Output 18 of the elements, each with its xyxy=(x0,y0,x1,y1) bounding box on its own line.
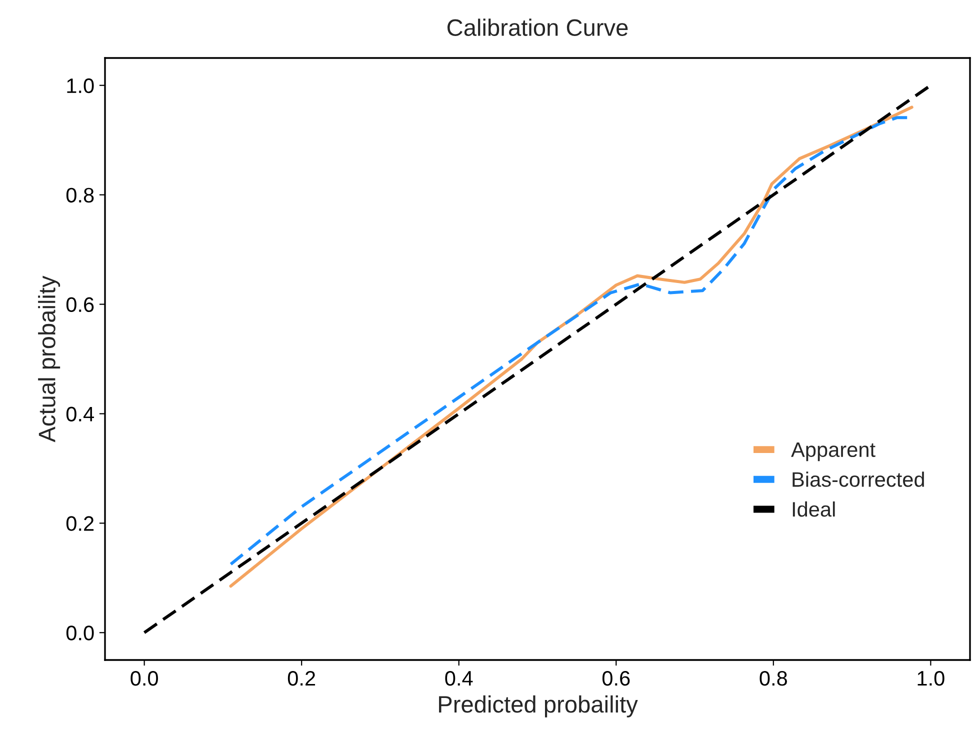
y-axis-title: Actual probaility xyxy=(38,276,60,442)
x-tick-label: 0.4 xyxy=(445,670,473,686)
x-tick-label: 1.0 xyxy=(918,670,944,686)
legend-label: Bias-corrected xyxy=(792,472,924,487)
legend-label: Ideal xyxy=(792,501,835,517)
y-tick-label: 0.0 xyxy=(66,626,94,640)
chart-title: Calibration Curve xyxy=(448,18,628,36)
x-tick-label: 0.0 xyxy=(130,670,158,686)
y-tick-label: 0.6 xyxy=(66,297,94,312)
y-tick-label: 1.0 xyxy=(67,78,94,94)
x-tick-label: 0.2 xyxy=(288,670,316,686)
y-tick-label: 0.8 xyxy=(66,188,94,203)
y-tick-label: 0.2 xyxy=(66,516,94,531)
x-tick-label: 0.6 xyxy=(602,670,630,686)
legend-label: Apparent xyxy=(791,442,876,462)
x-tick-label: 0.8 xyxy=(760,670,787,686)
x-axis-title: Predicted probaility xyxy=(439,695,638,718)
y-tick-label: 0.4 xyxy=(66,406,94,422)
